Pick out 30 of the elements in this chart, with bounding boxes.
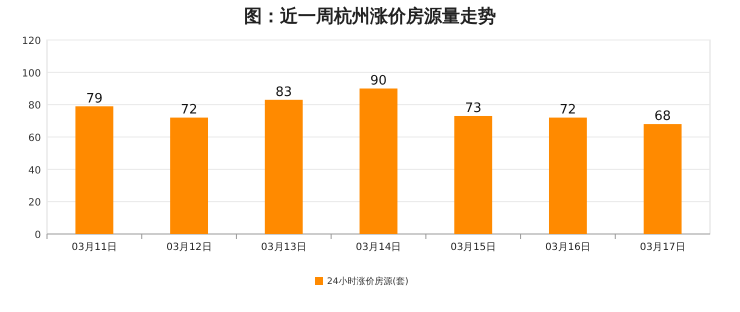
x-tick-label: 03月12日 — [166, 242, 212, 253]
chart-title: 图：近一周杭州涨价房源量走势 — [244, 6, 496, 27]
bar — [548, 118, 587, 234]
x-tick-label: 03月15日 — [450, 242, 496, 253]
data-label: 73 — [464, 100, 482, 116]
bar — [170, 118, 208, 234]
data-label: 90 — [370, 74, 387, 88]
x-tick-label: 03月11日 — [72, 242, 118, 253]
x-tick-label: 03月17日 — [640, 242, 686, 253]
data-label: 72 — [180, 102, 198, 118]
y-tick-label: 120 — [22, 36, 41, 47]
x-tick-label: 03月16日 — [545, 242, 591, 253]
legend-label: 24小时涨价房源(套) — [327, 276, 408, 287]
y-tick-label: 0 — [34, 230, 41, 241]
y-tick-label: 100 — [22, 68, 41, 80]
bar — [644, 124, 682, 234]
bar — [264, 100, 303, 234]
data-label: 72 — [560, 102, 576, 118]
data-label: 83 — [276, 84, 292, 100]
data-label: 68 — [654, 109, 671, 124]
bar — [360, 88, 398, 234]
bar — [75, 106, 114, 234]
y-tick-label: 40 — [28, 165, 41, 176]
data-label: 79 — [86, 91, 103, 106]
bar — [454, 116, 492, 234]
x-tick-label: 03月13日 — [261, 242, 307, 253]
y-tick-label: 20 — [28, 198, 41, 209]
y-tick-label: 60 — [28, 133, 41, 144]
y-tick-label: 80 — [28, 100, 41, 112]
x-tick-label: 03月14日 — [356, 242, 402, 253]
